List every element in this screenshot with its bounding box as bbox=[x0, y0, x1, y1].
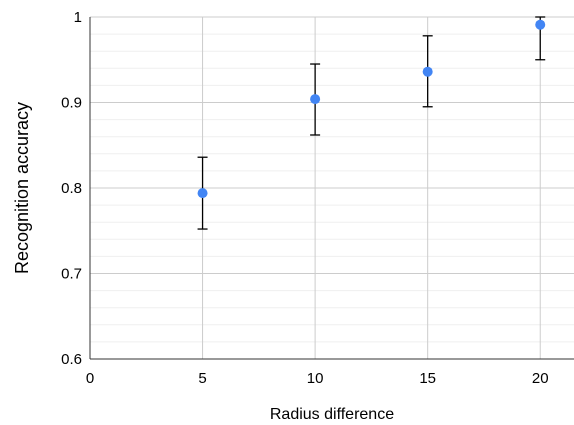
y-tick-label: 0.7 bbox=[61, 266, 82, 283]
data-points bbox=[197, 19, 546, 199]
error-bars bbox=[197, 16, 546, 230]
axes bbox=[89, 17, 574, 360]
y-axis-label: Recognition accuracy bbox=[12, 102, 32, 274]
data-point bbox=[197, 188, 208, 199]
y-tick-labels: 0.6 0.7 0.8 0.9 1 bbox=[61, 9, 82, 368]
x-tick-label: 15 bbox=[419, 370, 436, 387]
data-point bbox=[422, 66, 433, 77]
x-tick-label: 20 bbox=[532, 370, 549, 387]
y-tick-label: 0.6 bbox=[61, 351, 82, 368]
x-tick-labels: 0 5 10 15 20 bbox=[86, 370, 549, 387]
data-point bbox=[535, 19, 546, 30]
y-tick-label: 0.8 bbox=[61, 180, 82, 197]
y-tick-label: 1 bbox=[74, 9, 82, 26]
x-tick-label: 0 bbox=[86, 370, 94, 387]
grid bbox=[90, 16, 574, 359]
data-point bbox=[310, 94, 321, 105]
x-axis-label: Radius difference bbox=[270, 406, 394, 423]
x-tick-label: 10 bbox=[307, 370, 324, 387]
y-tick-label: 0.9 bbox=[61, 95, 82, 112]
x-tick-label: 5 bbox=[198, 370, 206, 387]
